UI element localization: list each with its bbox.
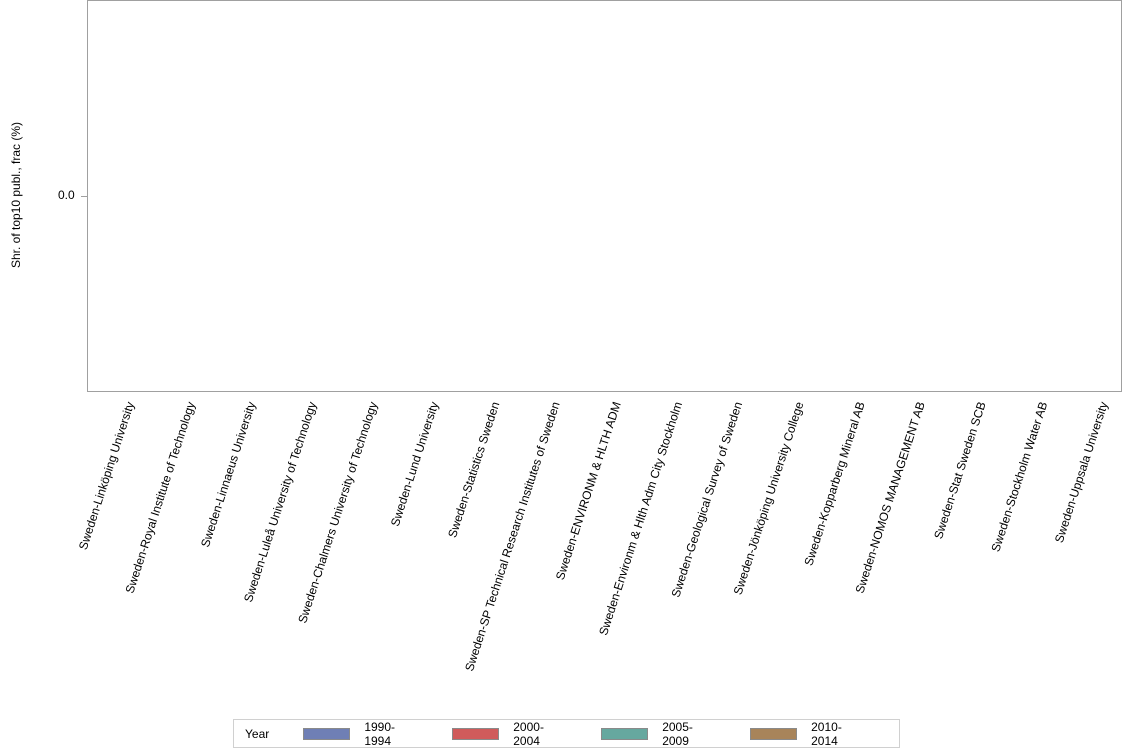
legend-swatch <box>452 727 500 740</box>
x-tick-label: Sweden-Uppsala University <box>1052 400 1111 545</box>
x-tick-label: Sweden-Kopparberg Mineral AB <box>801 400 868 568</box>
legend-swatch <box>303 727 351 740</box>
plot-area <box>87 0 1122 392</box>
y-tick-label: 0.0 <box>58 188 75 202</box>
legend-item-2005-2009: 2005-2009 <box>601 720 716 748</box>
x-tick-label: Sweden-Lund University <box>387 400 442 529</box>
legend-swatch <box>601 727 649 740</box>
x-tick-label: Sweden-Stat Sweden SCB <box>931 400 990 541</box>
legend-label: 2010-2014 <box>811 719 842 748</box>
x-tick-label: Sweden-Statistics Sweden <box>444 400 503 540</box>
y-axis-label: Shr. of top10 publ., frac (%) <box>9 121 23 269</box>
legend-label: 2000-2004 <box>513 719 544 748</box>
x-tick-label: Sweden-Geological Survey of Sweden <box>668 400 746 600</box>
x-tick-label: Sweden-Luleå University of Technology <box>241 400 320 604</box>
x-tick-label: Sweden-Royal Institute of Technology <box>122 400 198 596</box>
legend-item-2010-2014: 2010-2014 <box>750 720 865 748</box>
legend: Year 1990-1994 2000-2004 2005-2009 2010-… <box>233 719 900 748</box>
legend-item-2000-2004: 2000-2004 <box>452 720 567 748</box>
x-tick-label: Sweden-Jönköping University College <box>730 400 807 597</box>
legend-swatch <box>750 727 798 740</box>
x-tick-label: Sweden-Linnaeus University <box>198 400 259 549</box>
x-tick-label: Sweden-Linköping University <box>75 400 137 552</box>
legend-item-1990-1994: 1990-1994 <box>303 720 418 748</box>
legend-label: 1990-1994 <box>364 719 396 748</box>
y-tick-mark <box>81 196 87 197</box>
x-tick-label: Sweden-NOMOS MANAGEMENT AB <box>852 400 929 596</box>
legend-title: Year <box>245 726 270 741</box>
legend-label: 2005-2009 <box>662 719 693 748</box>
x-tick-label: Sweden-Stockholm Water AB <box>988 400 1051 554</box>
x-tick-label: Sweden-ENVIRONM & HLTH ADM <box>552 400 624 582</box>
